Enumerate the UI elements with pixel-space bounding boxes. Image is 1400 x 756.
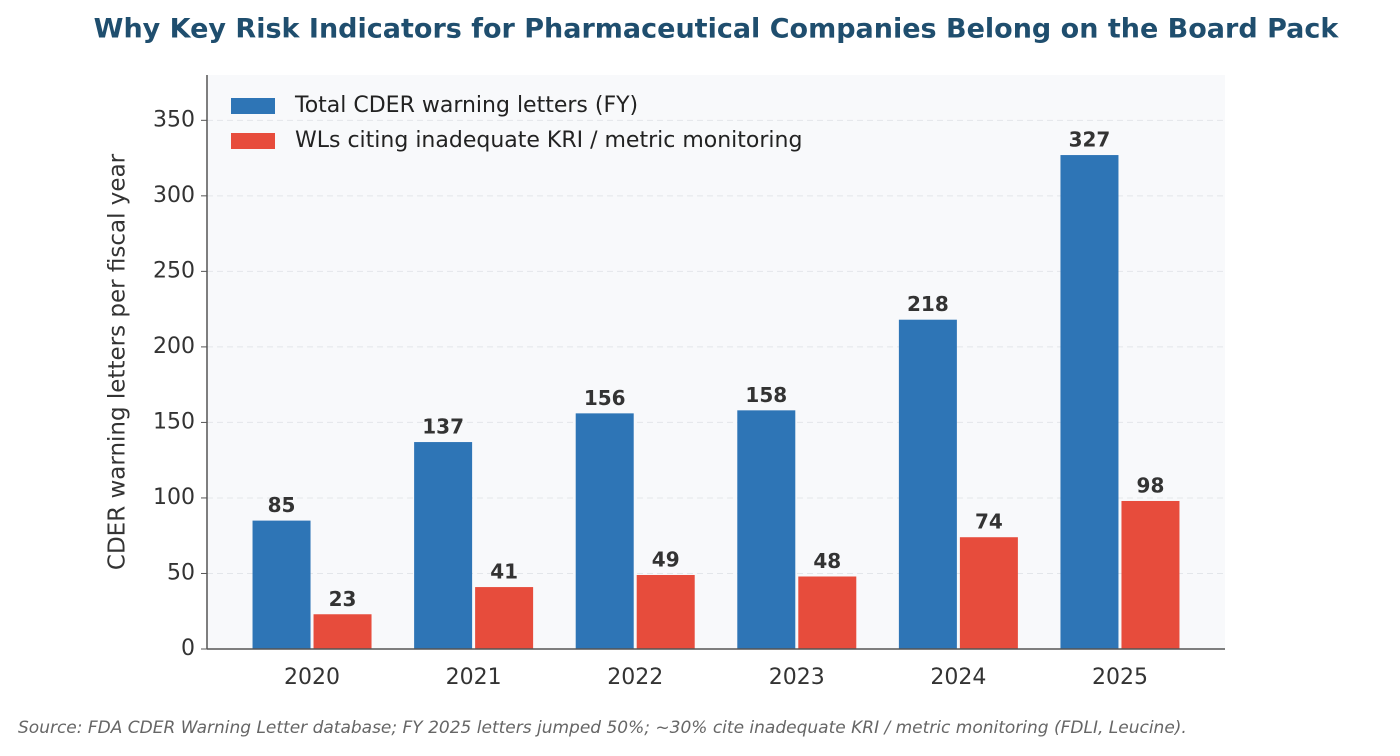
bar — [959, 537, 1018, 649]
chart-title: Why Key Risk Indicators for Pharmaceutic… — [94, 14, 1340, 45]
x-tick-label: 2025 — [1092, 665, 1148, 690]
y-tick-label: 350 — [153, 107, 195, 132]
data-label: 98 — [1137, 473, 1165, 497]
y-tick-label: 300 — [153, 183, 195, 208]
legend-label: WLs citing inadequate KRI / metric monit… — [295, 128, 802, 153]
bar — [1121, 500, 1180, 649]
bar — [798, 576, 857, 649]
data-label: 23 — [329, 587, 357, 611]
x-tick-label: 2023 — [769, 665, 825, 690]
plot-area — [207, 75, 1225, 649]
y-tick-label: 250 — [153, 258, 195, 283]
x-tick-label: 2024 — [930, 665, 986, 690]
y-tick-label: 100 — [153, 485, 195, 510]
bar — [575, 413, 634, 649]
x-tick-label: 2022 — [607, 665, 663, 690]
bar — [1060, 155, 1119, 649]
bar — [475, 587, 534, 649]
data-label: 327 — [1069, 128, 1111, 152]
data-label: 137 — [422, 415, 464, 439]
legend-swatch — [231, 133, 275, 149]
y-tick-label: 200 — [153, 334, 195, 359]
data-label: 158 — [745, 383, 787, 407]
y-tick-label: 0 — [181, 636, 195, 661]
bar — [414, 442, 473, 649]
bar — [252, 520, 311, 649]
bar — [737, 410, 796, 649]
legend-label: Total CDER warning letters (FY) — [294, 93, 638, 118]
y-tick-label: 150 — [153, 409, 195, 434]
bar — [636, 574, 695, 649]
data-label: 74 — [975, 510, 1003, 534]
data-label: 156 — [584, 386, 626, 410]
source-note: Source: FDA CDER Warning Letter database… — [18, 718, 1187, 738]
data-label: 49 — [652, 547, 680, 571]
bar — [898, 319, 957, 649]
data-label: 41 — [490, 560, 518, 584]
x-tick-label: 2020 — [284, 665, 340, 690]
data-label: 85 — [268, 493, 296, 517]
x-tick-label: 2021 — [446, 665, 502, 690]
data-label: 48 — [813, 549, 841, 573]
data-label: 218 — [907, 292, 949, 316]
y-axis-label: CDER warning letters per fiscal year — [105, 153, 131, 570]
legend-swatch — [231, 98, 275, 114]
y-tick-label: 50 — [167, 560, 195, 585]
bar — [313, 614, 372, 649]
